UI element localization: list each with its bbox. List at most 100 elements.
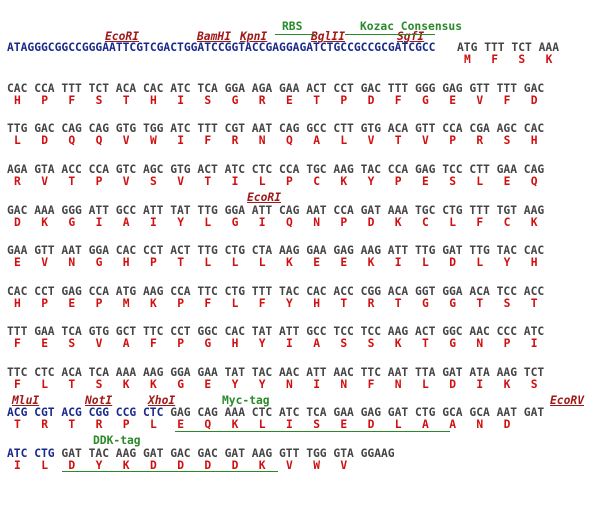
- amino-acid: N: [313, 216, 320, 229]
- codon: CCG: [115, 406, 137, 419]
- restriction-site: SgfI: [397, 30, 425, 43]
- codon: TAT: [251, 325, 273, 338]
- codon: GAA: [333, 406, 354, 419]
- codon: GGA: [442, 285, 463, 298]
- amino-acid: D: [367, 418, 375, 431]
- amino-acid: I: [14, 459, 21, 472]
- codon: CCA: [88, 163, 109, 176]
- amino-acid: E: [286, 94, 293, 107]
- codon: TTT: [7, 325, 28, 338]
- amino-acid: F: [367, 378, 375, 391]
- amino-acid: V: [122, 134, 130, 147]
- codon: CTC: [251, 406, 273, 419]
- amino-acid: S: [503, 297, 511, 310]
- amino-acid: H: [530, 134, 538, 147]
- amino-acid: H: [150, 94, 157, 107]
- amino-acid: Q: [68, 134, 76, 147]
- codon: TGC: [306, 163, 327, 176]
- codon: TAT: [170, 204, 191, 217]
- codon: CTG: [224, 244, 245, 257]
- amino-acid: I: [286, 337, 293, 350]
- codon: GAA: [279, 82, 300, 95]
- amino-acid: D: [530, 94, 538, 107]
- codon: AAT: [251, 122, 273, 135]
- rbs-line: [275, 34, 315, 35]
- amino-acid: Q: [286, 216, 293, 229]
- amino-acid: I: [258, 216, 266, 229]
- codon: CCA: [170, 285, 191, 298]
- codon: GAT: [61, 447, 82, 460]
- codon: GCA: [442, 406, 463, 419]
- codon: CCA: [387, 163, 409, 176]
- amino-acid: Y: [367, 175, 375, 188]
- amino-acid: T: [204, 175, 212, 188]
- amino-acid: R: [95, 418, 103, 431]
- amino-acid: R: [476, 134, 484, 147]
- amino-acid: C: [503, 216, 511, 229]
- codon: ATA: [469, 366, 490, 379]
- codon: GAC: [34, 122, 55, 135]
- codon: TGC: [415, 204, 436, 217]
- codon: CAC: [523, 122, 545, 135]
- amino-acid: K: [394, 337, 402, 350]
- amino-acid: G: [95, 256, 103, 269]
- codon: ATC: [170, 122, 191, 135]
- amino-acid: I: [530, 337, 538, 350]
- amino-acid: V: [41, 256, 48, 269]
- amino-acid: D: [503, 418, 511, 431]
- amino-acid: L: [14, 134, 21, 147]
- codon: TCC: [360, 325, 381, 338]
- amino-acid: F: [68, 94, 76, 107]
- tag-label: DDK-tag: [93, 434, 141, 447]
- amino-acid: K: [150, 378, 157, 391]
- codon: ACC: [61, 163, 82, 176]
- codon: CAC: [306, 285, 327, 298]
- codon: AAG: [115, 447, 137, 460]
- codon: TTT: [484, 41, 505, 54]
- amino-acid: I: [286, 418, 293, 431]
- codon: GAC: [170, 447, 191, 460]
- amino-acid: E: [177, 418, 184, 431]
- amino-acid: S: [150, 175, 157, 188]
- amino-acid: V: [177, 175, 184, 188]
- amino-acid: K: [41, 216, 48, 229]
- amino-acid: Q: [95, 134, 103, 147]
- codon: GAT: [442, 366, 463, 379]
- codon: AAG: [279, 244, 300, 257]
- codon: TGG: [306, 447, 327, 460]
- amino-acid: H: [122, 256, 130, 269]
- amino-acid: D: [204, 459, 212, 472]
- codon: CCA: [34, 82, 55, 95]
- amino-acid: S: [340, 337, 348, 350]
- codon: TCA: [306, 406, 327, 419]
- amino-acid: P: [286, 175, 293, 188]
- amino-acid: T: [14, 418, 21, 431]
- amino-acid: H: [231, 337, 239, 350]
- codon: TTT: [197, 122, 218, 135]
- amino-acid: N: [258, 134, 266, 147]
- codon: TGG: [143, 122, 164, 135]
- codon: GAG: [415, 163, 436, 176]
- codon: AAG: [496, 366, 517, 379]
- amino-acid: F: [258, 297, 266, 310]
- codon: CCA: [88, 285, 109, 298]
- codon: CAG: [197, 406, 218, 419]
- amino-acid: Q: [286, 134, 293, 147]
- codon: CGA: [469, 122, 490, 135]
- codon: CCA: [333, 204, 354, 217]
- amino-acid: P: [122, 418, 130, 431]
- codon: AAG: [360, 244, 381, 257]
- restriction-site: BglII: [311, 30, 346, 43]
- amino-acid: S: [68, 337, 76, 350]
- codon: GGA: [224, 82, 245, 95]
- codon: AAA: [387, 204, 409, 217]
- amino-acid: Y: [258, 378, 266, 391]
- amino-acid: S: [530, 378, 538, 391]
- codon: TGT: [496, 204, 517, 217]
- codon: ATC: [279, 406, 300, 419]
- codon: CTC: [143, 406, 164, 419]
- codon: ATG: [457, 41, 478, 54]
- codon: GAA: [34, 325, 55, 338]
- codon: ATT: [387, 244, 409, 257]
- amino-acid: R: [258, 94, 266, 107]
